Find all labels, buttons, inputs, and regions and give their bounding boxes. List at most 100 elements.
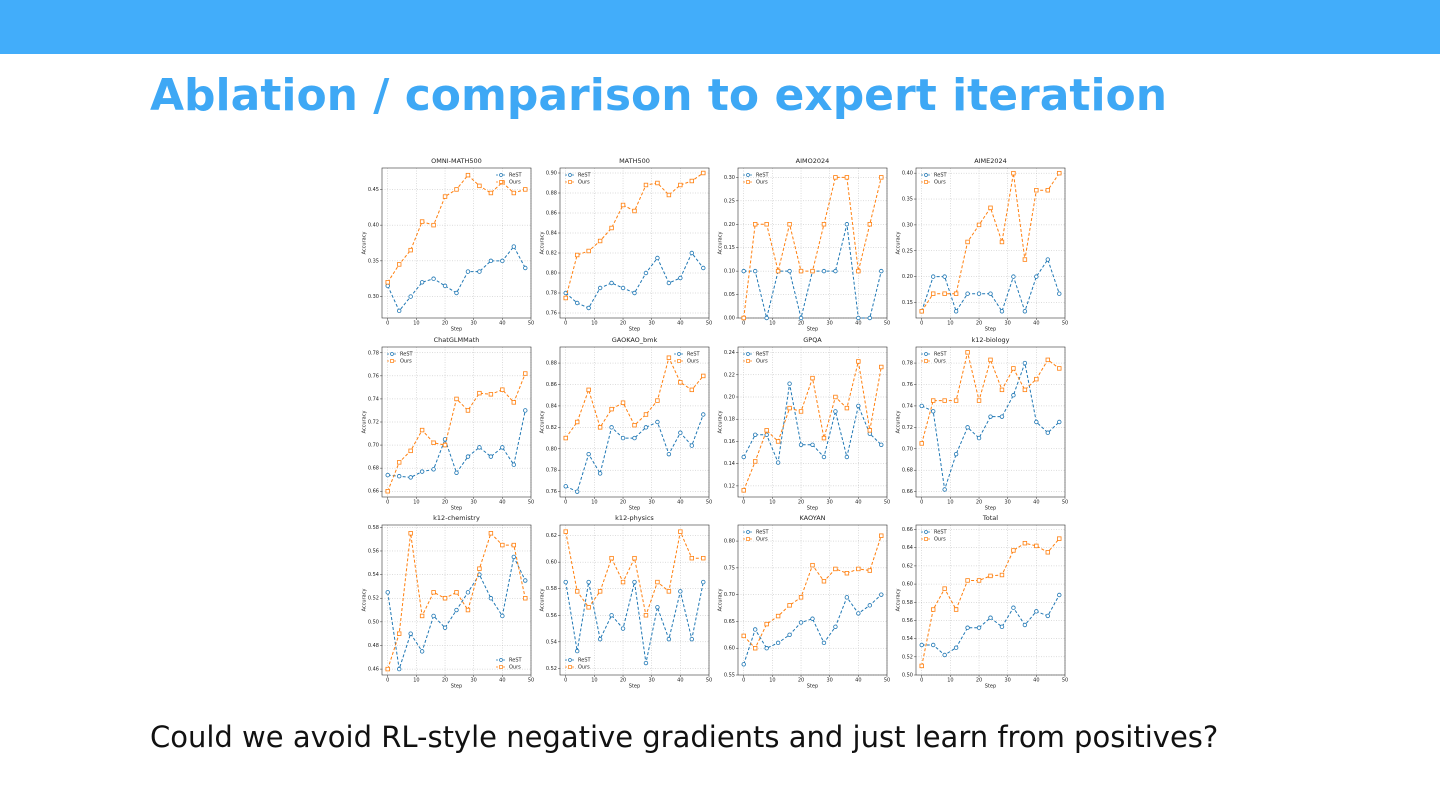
y-tick-label: 0.66 [902, 527, 913, 533]
y-axis-label: Accuracy [718, 589, 724, 612]
point [609, 225, 614, 231]
y-tick-label: 0.40 [902, 171, 913, 177]
x-tick-label: 10 [591, 321, 597, 327]
x-tick-label: 40 [677, 678, 683, 684]
legend-marker [499, 658, 503, 662]
y-tick-label: 0.80 [724, 539, 735, 545]
legend-label: Ours [400, 359, 412, 365]
point [574, 589, 580, 594]
legend-label: ReST [934, 530, 947, 536]
point [678, 589, 683, 594]
x-axis-label: Step [451, 506, 462, 512]
point [597, 589, 603, 594]
x-axis-label: Step [451, 327, 462, 333]
x-axis-label: Step [985, 506, 996, 512]
point [689, 636, 695, 642]
legend-marker [746, 359, 750, 363]
legend-marker [746, 537, 750, 541]
point [563, 529, 568, 534]
point [586, 305, 591, 311]
x-tick-label: 50 [884, 678, 890, 684]
point [500, 613, 505, 619]
point [821, 454, 827, 460]
point [1011, 393, 1016, 398]
y-tick-label: 0.66 [368, 489, 379, 495]
legend-label: Ours [578, 180, 590, 186]
point [856, 315, 861, 321]
y-axis-label: Accuracy [718, 411, 724, 434]
point [620, 626, 626, 631]
point [385, 280, 390, 285]
y-tick-label: 0.24 [724, 350, 735, 356]
point [764, 428, 769, 433]
x-tick-label: 0 [742, 500, 745, 506]
series-line [743, 383, 882, 465]
series-line [565, 529, 704, 618]
point [666, 355, 672, 360]
x-tick-label: 10 [947, 500, 953, 506]
y-tick-label: 0.70 [724, 592, 735, 598]
point [976, 625, 982, 630]
series-line [387, 532, 526, 670]
point [385, 472, 390, 478]
point [752, 432, 758, 437]
y-tick-label: 0.55 [724, 673, 735, 679]
point [1022, 360, 1028, 366]
point [620, 400, 626, 405]
point [678, 275, 683, 281]
point [419, 219, 425, 224]
point [965, 239, 970, 245]
point [1045, 257, 1051, 262]
point [810, 562, 815, 568]
point [396, 460, 402, 465]
y-tick-label: 0.52 [368, 596, 379, 602]
point [666, 192, 672, 198]
y-tick-label: 0.64 [902, 545, 913, 551]
y-tick-label: 0.14 [724, 461, 735, 467]
series-line [387, 410, 526, 478]
chart: Total 0.50 0.52 0.54 0.56 0.58 0.60 0.62 0.64 0.6… [896, 514, 1069, 690]
point [500, 542, 505, 548]
point [988, 615, 993, 620]
point [999, 414, 1005, 419]
point [500, 258, 505, 264]
point [431, 222, 436, 228]
y-axis-label: Accuracy [896, 589, 902, 612]
x-tick-label: 40 [1033, 678, 1039, 684]
series-line [565, 581, 704, 664]
point [701, 170, 706, 176]
x-tick-label: 20 [442, 321, 448, 327]
series-line [921, 352, 1060, 444]
point [488, 454, 494, 459]
y-tick-label: 0.40 [368, 223, 379, 229]
x-tick-label: 50 [528, 500, 534, 506]
y-tick-label: 0.16 [724, 439, 735, 445]
point [597, 471, 603, 476]
point [965, 291, 970, 296]
plot-frame [381, 346, 532, 498]
x-tick-label: 0 [742, 321, 745, 327]
legend-label: Ours [509, 665, 521, 671]
point [867, 603, 873, 608]
point [511, 244, 517, 249]
chart-title: k12-physics [615, 514, 654, 522]
point [632, 435, 637, 441]
plot-frame [559, 524, 710, 676]
x-tick-label: 20 [620, 500, 626, 506]
y-tick-label: 0.45 [368, 187, 379, 193]
y-tick-label: 0.05 [724, 292, 735, 298]
point [431, 613, 436, 619]
y-tick-label: 0.56 [902, 618, 913, 624]
point [798, 595, 804, 600]
point [1011, 170, 1016, 176]
y-tick-label: 0.15 [724, 245, 735, 251]
chart: k12-biology 0.66 0.68 0.70 0.72 0.74 0.76 0.78 0… [896, 336, 1069, 512]
legend-marker [390, 359, 394, 363]
point [563, 579, 568, 585]
point [976, 398, 982, 403]
x-axis-label: Step [807, 327, 818, 333]
x-tick-label: 20 [798, 321, 804, 327]
point [563, 484, 568, 489]
legend-marker [924, 537, 928, 541]
point [465, 454, 471, 459]
